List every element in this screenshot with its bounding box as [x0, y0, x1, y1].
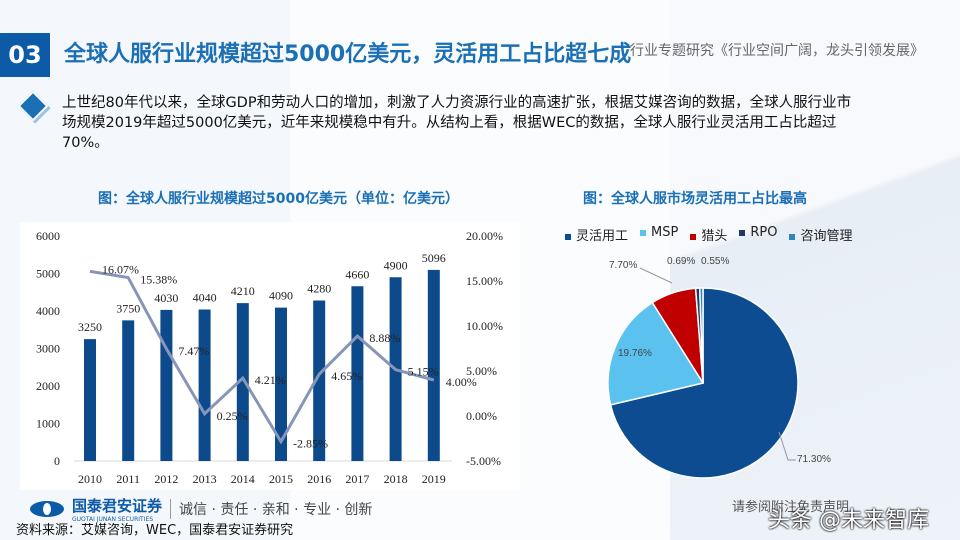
line-data-label: -2.85%	[293, 437, 328, 451]
legend-label: 咨询管理	[800, 229, 853, 244]
y-left-tick-label: 3000	[36, 342, 60, 356]
y-left-tick-label: 1000	[36, 417, 60, 431]
divider	[170, 499, 172, 519]
x-tick-label: 2017	[345, 472, 369, 486]
pie-data-label: 0.69%	[667, 256, 695, 267]
bar-chart-title: 图：全球人服行业规模超过5000亿美元（单位：亿美元）	[98, 191, 459, 207]
line-data-label: 5.15%	[408, 365, 439, 379]
legend-item: 猎头	[690, 225, 727, 244]
line-data-label: 4.65%	[331, 369, 362, 383]
pie-data-label: 19.76%	[618, 348, 652, 359]
y-right-tick-label: 5.00%	[466, 364, 497, 378]
bar-data-label: 4090	[269, 289, 293, 303]
leader-line	[639, 267, 673, 284]
y-left-tick-label: 0	[54, 454, 60, 468]
logo-icon	[30, 501, 64, 517]
section-number: 03	[0, 33, 50, 77]
legend-label: 猎头	[701, 229, 728, 244]
pie-data-label: 0.55%	[701, 256, 729, 267]
bar	[198, 309, 211, 461]
company-name-en: GUOTAI JUNAN SECURITIES	[72, 516, 154, 523]
x-tick-label: 2012	[154, 472, 178, 486]
x-tick-label: 2015	[269, 472, 293, 486]
company-logo: 国泰君安证券 GUOTAI JUNAN SECURITIES 诚信 · 责任 ·…	[30, 495, 372, 523]
line-data-label: 4.21%	[255, 373, 286, 387]
legend-item: 灵活用工	[565, 225, 628, 244]
disclaimer-note: 请参阅附注免责声明	[732, 500, 850, 515]
bar-data-label: 3250	[78, 320, 102, 334]
bar	[351, 286, 364, 461]
bar-data-label: 4660	[345, 267, 369, 281]
bar	[313, 300, 326, 461]
y-right-tick-label: 20.00%	[466, 229, 503, 243]
y-left-tick-label: 2000	[36, 379, 60, 393]
x-tick-label: 2018	[384, 472, 408, 486]
x-tick-label: 2011	[116, 472, 140, 486]
leader-line	[778, 431, 796, 461]
y-right-tick-label: 15.00%	[466, 274, 503, 288]
y-right-tick-label: -5.00%	[466, 454, 501, 468]
legend-label: 灵活用工	[576, 229, 629, 244]
growth-line	[89, 269, 435, 445]
bar-data-label: 4280	[307, 282, 331, 296]
y-right-tick-label: 10.00%	[466, 319, 503, 333]
pie-slice	[609, 287, 799, 479]
line-data-label: 7.47%	[178, 344, 209, 358]
legend-item: MSP	[640, 225, 678, 244]
x-tick-label: 2010	[78, 472, 102, 486]
line-data-label: 8.88%	[369, 331, 400, 345]
x-tick-label: 2016	[307, 472, 331, 486]
legend-swatch	[565, 233, 571, 240]
watermark: 头条 @未来智库	[768, 508, 929, 533]
x-tick-label: 2019	[422, 472, 446, 486]
legend-label: RPO	[750, 225, 778, 240]
y-left-tick-label: 6000	[36, 229, 60, 243]
x-tick-label: 2013	[193, 472, 217, 486]
pie-data-label: 71.30%	[797, 454, 831, 465]
intro-paragraph: 上世纪80年代以来，全球GDP和劳动人口的增加，刺激了人力资源行业的高速扩张，根…	[62, 95, 852, 151]
company-motto: 诚信 · 责任 · 亲和 · 专业 · 创新	[179, 502, 373, 518]
bar	[122, 320, 135, 461]
legend-label: MSP	[651, 225, 679, 240]
legend-swatch	[789, 233, 796, 240]
bar-data-label: 4040	[193, 291, 217, 305]
legend-swatch	[690, 233, 697, 240]
line-data-label: 0.25%	[217, 409, 248, 423]
bar-data-label: 4900	[384, 258, 408, 272]
source-note: 资料来源：艾媒咨询，WEC，国泰君安证券研究	[16, 523, 294, 538]
bar	[160, 309, 173, 461]
legend-item: 咨询管理	[789, 225, 852, 244]
report-subtitle: 行业专题研究《行业空间广阔，龙头引领发展》	[630, 43, 924, 59]
bar-data-label: 3750	[116, 301, 140, 315]
legend-swatch	[640, 229, 647, 236]
bar	[84, 339, 96, 461]
line-data-label: 4.00%	[446, 375, 477, 389]
pie-chart-title: 图：全球人服市场灵活用工占比最高	[583, 191, 807, 207]
line-data-label: 15.38%	[140, 273, 177, 287]
bar-data-label: 4030	[154, 291, 178, 305]
x-tick-label: 2014	[231, 472, 255, 486]
pie-slice	[607, 301, 705, 406]
bar-data-label: 4210	[231, 284, 255, 298]
y-left-tick-label: 5000	[36, 267, 60, 281]
company-name: 国泰君安证券	[72, 497, 163, 515]
pie-legend: 灵活用工 MSP 猎头 RPO 咨询管理	[565, 225, 852, 244]
legend-item: RPO	[739, 225, 777, 244]
bar	[427, 269, 440, 461]
pie-slice	[698, 287, 704, 384]
line-data-label: 16.07%	[102, 262, 139, 276]
legend-swatch	[739, 229, 746, 236]
bar	[275, 307, 287, 461]
y-left-tick-label: 4000	[36, 304, 60, 318]
pie-data-label: 7.70%	[609, 260, 637, 271]
bar-data-label: 5096	[422, 251, 446, 265]
bar	[236, 303, 249, 461]
page-title: 全球人服行业规模超过5000亿美元，灵活用工占比超七成	[64, 42, 632, 67]
y-right-tick-label: 0.00%	[466, 409, 497, 423]
